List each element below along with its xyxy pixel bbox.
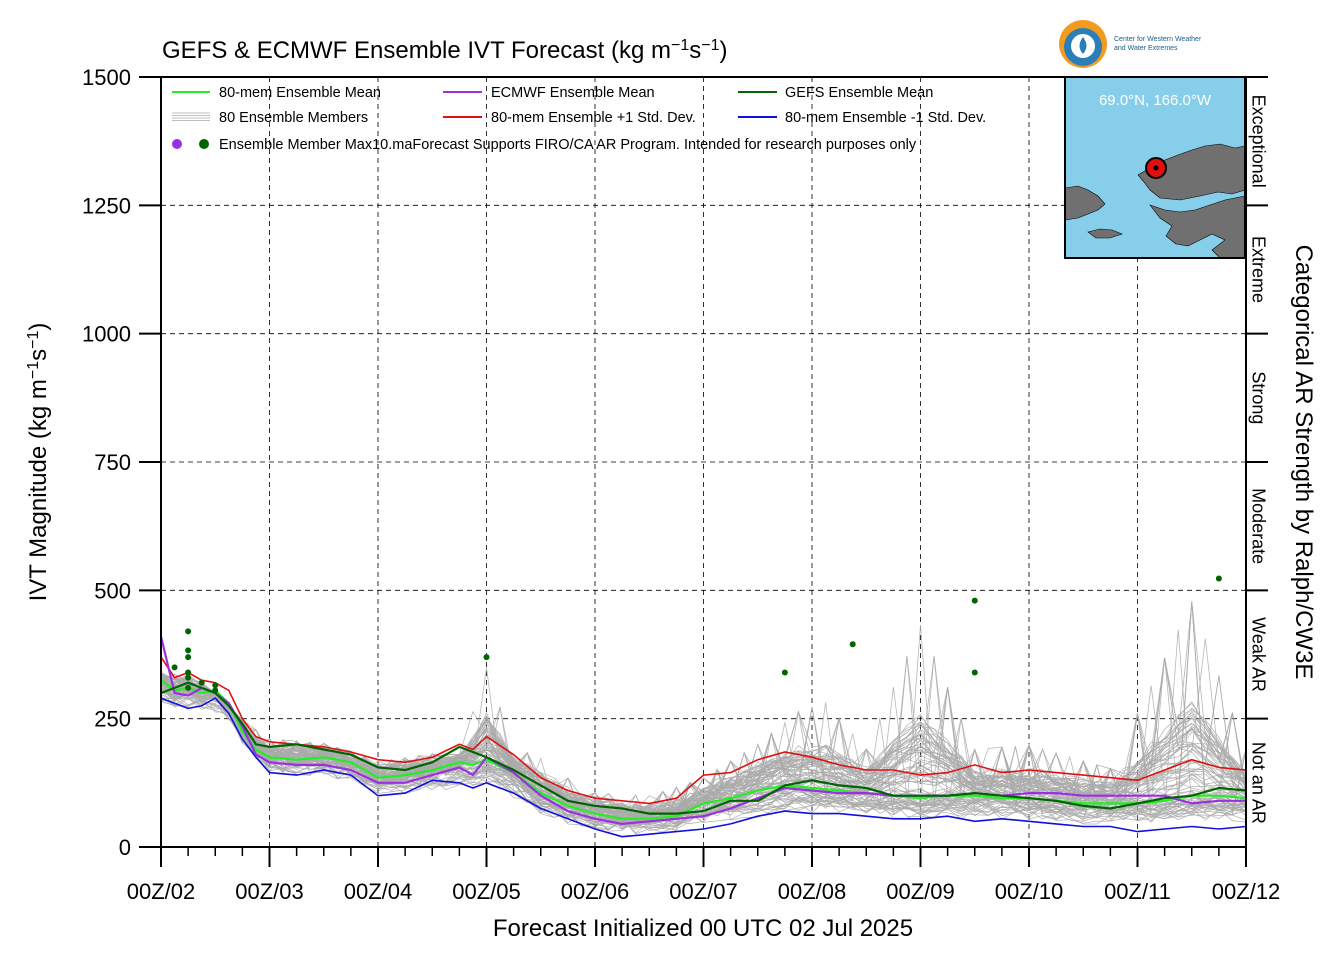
y-tick-label: 250 (94, 707, 131, 732)
gefs-max-point (185, 669, 192, 676)
ensemble-member-line (160, 697, 1247, 832)
legend-dot-ecmwf (172, 139, 182, 149)
map-land-southwest (1064, 185, 1106, 221)
legend-ens-mean: 80-mem Ensemble Mean (219, 85, 381, 101)
x-tick-label: 00Z/02 (127, 879, 196, 904)
y-tick-label: 1250 (82, 193, 131, 218)
x-axis-label: Forecast Initialized 00 UTC 02 Jul 2025 (493, 915, 913, 942)
minus-sd-line (160, 697, 1247, 838)
x-tick-label: 00Z/09 (886, 879, 955, 904)
y-tick-label: 750 (94, 450, 131, 475)
right-axis-label: Categorical AR Strength by Ralph/CW3E (1290, 245, 1317, 680)
x-tick-label: 00Z/08 (778, 879, 847, 904)
gefs-max-point (185, 674, 192, 681)
ensemble-member-line (160, 689, 1247, 832)
category-label: Strong (1248, 371, 1268, 424)
gefs-max-point (1215, 575, 1222, 582)
plus-sd-line (160, 656, 1247, 805)
chart-title: GEFS & ECMWF Ensemble IVT Forecast (kg m… (162, 37, 728, 65)
gefs-max-point (971, 669, 978, 676)
x-tick-label: 00Z/12 (1212, 879, 1281, 904)
gefs-max-point (781, 669, 788, 676)
water-drop-icon (1079, 37, 1087, 54)
gefs-max-point (971, 597, 978, 604)
ecmwf-mean-line (159, 636, 1246, 826)
x-tick-label: 00Z/07 (669, 879, 738, 904)
logo-line1: Center for Western Weather (1114, 36, 1202, 43)
gefs-max-point (185, 647, 192, 654)
axes: 0 250 500 750 1000 1250 1500 00Z/02 00Z/03 00Z/04… (82, 65, 1280, 904)
gefs-max-point (849, 641, 856, 648)
gefs-max-point (185, 684, 192, 691)
legend: 80-mem Ensemble Mean ECMWF Ensemble Mean… (172, 85, 986, 153)
legend-ecmwf-mean: ECMWF Ensemble Mean (491, 85, 655, 101)
legend-dot-gefs (199, 139, 209, 149)
y-axis-label: IVT Magnitude (kg m−1s−1) (25, 323, 53, 602)
x-tick-label: 00Z/10 (995, 879, 1064, 904)
x-tick-label: 00Z/05 (452, 879, 521, 904)
legend-gefs-mean: GEFS Ensemble Mean (785, 85, 933, 101)
gefs-max-point (212, 687, 219, 694)
ensemble-member-line (160, 679, 1247, 815)
gefs-max-point (185, 628, 192, 635)
x-tick-label: 00Z/03 (235, 879, 304, 904)
map-land-southeast (1149, 195, 1246, 259)
y-tick-label: 1000 (82, 322, 131, 347)
ensemble-member-line (160, 680, 1247, 819)
x-tick-label: 00Z/11 (1104, 879, 1171, 904)
gefs-mean-line (160, 681, 1247, 815)
legend-swatch-members (172, 112, 210, 121)
gefs-max-point (185, 654, 192, 661)
legend-max-note: Ensemble Member Max10.maForecast Support… (219, 137, 917, 153)
x-tick-label: 00Z/06 (561, 879, 630, 904)
logo-line2: and Water Extremes (1114, 45, 1178, 52)
y-tick-label: 1500 (82, 65, 131, 90)
series-lines (159, 636, 1247, 838)
cw3e-logo: Center for Western Weather and Water Ext… (1059, 20, 1202, 68)
x-tick-label: 00Z/04 (344, 879, 413, 904)
y-tick-label: 500 (94, 578, 131, 603)
gefs-max-point (171, 664, 178, 671)
ensemble-member-line (160, 655, 1247, 823)
legend-members: 80 Ensemble Members (219, 110, 368, 126)
gefs-max-point (198, 679, 205, 686)
ensemble-member-line (160, 680, 1247, 825)
category-label: Not an AR (1248, 742, 1268, 824)
gefs-max-point (212, 682, 219, 689)
legend-minus-sd: 80-mem Ensemble -1 Std. Dev. (785, 110, 986, 126)
category-label: Moderate (1248, 488, 1268, 564)
location-label: 69.0°N, 166.0°W (1099, 92, 1212, 109)
legend-plus-sd: 80-mem Ensemble +1 Std. Dev. (491, 110, 696, 126)
map-island (1087, 228, 1123, 239)
y-tick-label: 0 (119, 835, 131, 860)
category-label: Exceptional (1248, 95, 1268, 188)
gefs-max-point (483, 654, 490, 661)
location-map: 69.0°N, 166.0°W (1064, 76, 1246, 259)
category-label: Weak AR (1248, 617, 1268, 692)
category-label: Extreme (1248, 236, 1268, 303)
max-points (171, 575, 1222, 694)
ensemble-member-line (160, 688, 1247, 830)
location-marker-center (1153, 165, 1159, 171)
map-frame (1064, 76, 1246, 259)
